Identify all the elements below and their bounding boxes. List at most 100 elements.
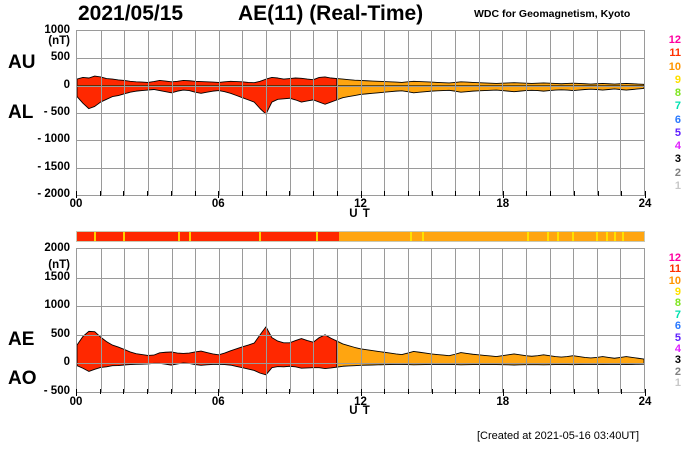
y-axis-tick-label: 0 xyxy=(63,78,70,91)
x-axis-minor-tick xyxy=(598,389,599,394)
x-axis-minor-tick xyxy=(621,389,622,394)
y-axis-tick-label: 500 xyxy=(50,51,70,64)
gridline-horizontal xyxy=(77,335,644,336)
x-axis-minor-tick xyxy=(337,191,338,196)
x-axis-minor-tick xyxy=(361,191,362,198)
x-axis-minor-tick xyxy=(218,389,219,396)
gridline-vertical xyxy=(502,249,503,392)
x-axis-tick-label: 18 xyxy=(496,198,510,210)
x-axis-minor-tick xyxy=(645,389,646,396)
x-axis-minor-tick xyxy=(550,389,551,394)
gridline-horizontal xyxy=(77,140,644,141)
x-axis-minor-tick xyxy=(621,191,622,196)
quality-mark xyxy=(188,232,191,241)
x-axis-minor-tick xyxy=(289,191,290,196)
y-axis-tick-label: - 500 xyxy=(43,385,70,397)
legend-item-level-4: 4 xyxy=(674,342,681,355)
legend-item-level-5: 5 xyxy=(674,126,681,139)
legend-item-level-10: 10 xyxy=(668,60,681,73)
legend-bottom: 12 11 10 9 8 7 6 5 4 3 2 1 xyxy=(655,248,681,393)
x-axis-minor-tick xyxy=(242,191,243,196)
x-axis-minor-tick xyxy=(384,191,385,196)
x-axis-minor-tick xyxy=(574,191,575,196)
x-axis-label-bottom: U T xyxy=(349,405,371,417)
x-axis-minor-tick xyxy=(76,389,77,396)
x-axis-minor-tick xyxy=(147,389,148,394)
x-axis-minor-tick xyxy=(550,191,551,196)
x-axis-minor-tick xyxy=(313,191,314,196)
x-axis-tick-label: 24 xyxy=(638,198,652,210)
gridline-vertical xyxy=(573,249,574,392)
gridline-vertical xyxy=(101,249,102,392)
x-axis-minor-tick xyxy=(598,191,599,196)
chart-date: 2021/05/15 xyxy=(78,2,184,25)
gridline-vertical xyxy=(384,249,385,392)
x-axis-minor-tick xyxy=(432,191,433,196)
x-axis-minor-tick xyxy=(479,191,480,196)
legend-item-level-3: 3 xyxy=(674,354,681,367)
y-axis-tick-label: 2000 xyxy=(44,242,70,254)
quality-mark xyxy=(622,232,625,241)
series-label-ae: AE xyxy=(8,329,35,350)
quality-mark xyxy=(94,232,97,241)
x-axis-tick-label: 00 xyxy=(69,198,83,210)
x-axis-minor-tick xyxy=(266,389,267,394)
quality-mark xyxy=(572,232,575,241)
gridline-vertical xyxy=(313,249,314,392)
x-axis-minor-tick xyxy=(171,389,172,394)
series-label-au: AU xyxy=(8,52,36,73)
gridline-vertical xyxy=(337,249,338,392)
legend-item-level-1: 1 xyxy=(674,180,681,192)
legend-item-level-4: 4 xyxy=(674,140,681,153)
quality-mark xyxy=(178,232,181,241)
quality-mark xyxy=(606,232,609,241)
gridline-vertical xyxy=(479,249,480,392)
series-label-ao: AO xyxy=(8,368,37,389)
gridline-horizontal xyxy=(77,306,644,307)
legend-item-level-7: 7 xyxy=(674,100,681,113)
gridline-vertical xyxy=(219,249,220,392)
x-axis-minor-tick xyxy=(455,389,456,394)
legend-item-level-5: 5 xyxy=(674,331,681,344)
gridline-horizontal xyxy=(77,58,644,59)
gridline-vertical xyxy=(455,249,456,392)
gridline-vertical xyxy=(266,249,267,392)
legend-item-level-3: 3 xyxy=(674,153,681,166)
y-axis-tick-label: - 2000 xyxy=(37,188,70,200)
legend-item-level-6: 6 xyxy=(674,320,681,333)
x-axis-minor-tick xyxy=(195,389,196,394)
gridline-vertical xyxy=(242,249,243,392)
data-source-credit: WDC for Geomagnetism, Kyoto xyxy=(474,8,631,20)
quality-mark xyxy=(526,232,529,241)
x-axis-minor-tick xyxy=(266,191,267,196)
gridline-vertical xyxy=(290,249,291,392)
gridline-horizontal xyxy=(77,278,644,279)
legend-item-level-12: 12 xyxy=(668,252,681,264)
gridline-vertical xyxy=(431,249,432,392)
legend-item-level-8: 8 xyxy=(674,87,681,100)
x-axis-minor-tick xyxy=(123,191,124,196)
gridline-vertical xyxy=(526,249,527,392)
x-axis-minor-tick xyxy=(76,191,77,198)
x-axis-minor-tick xyxy=(337,389,338,394)
x-axis-minor-tick xyxy=(408,389,409,394)
au-al-trace xyxy=(77,75,644,115)
series-label-al: AL xyxy=(8,102,34,123)
gridline-horizontal xyxy=(77,86,644,87)
x-axis-tick-label: 00 xyxy=(69,396,83,408)
x-axis-minor-tick xyxy=(479,389,480,394)
gridline-vertical xyxy=(148,249,149,392)
gridline-vertical xyxy=(620,249,621,392)
x-axis-minor-tick xyxy=(147,191,148,196)
x-axis-minor-tick xyxy=(289,389,290,394)
gridline-vertical xyxy=(124,249,125,392)
x-axis-minor-tick xyxy=(361,389,362,396)
legend-item-level-11: 11 xyxy=(669,47,681,60)
x-axis-tick-label: 12 xyxy=(354,396,367,408)
gridline-vertical xyxy=(195,249,196,392)
legend-item-level-7: 7 xyxy=(674,308,681,321)
legend-item-level-9: 9 xyxy=(674,73,681,86)
y-axis-tick-label: 0 xyxy=(63,356,70,369)
plot-area-ae-ao xyxy=(76,248,645,393)
